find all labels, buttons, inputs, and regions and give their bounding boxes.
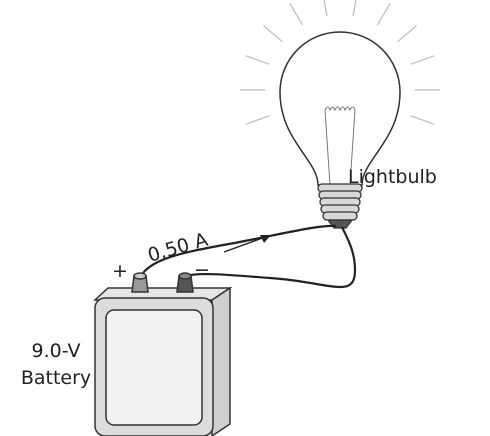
minus-label: − — [194, 259, 210, 281]
light-ray — [245, 115, 270, 125]
light-ray — [289, 3, 304, 26]
filament — [324, 106, 356, 186]
light-ray — [397, 25, 417, 43]
light-ray — [410, 55, 435, 65]
wire-negative — [185, 226, 357, 289]
battery-label: Battery — [21, 367, 91, 389]
light-ray — [245, 55, 270, 65]
light-ray — [263, 25, 283, 43]
light-rays — [240, 0, 440, 125]
light-ray — [410, 115, 435, 125]
bulb-glass — [279, 31, 401, 186]
wire-positive — [138, 224, 337, 279]
light-ray — [323, 0, 328, 17]
battery — [93, 272, 233, 436]
light-ray — [376, 3, 391, 26]
light-ray — [352, 0, 357, 17]
battery-voltage-label: 9.0-V — [32, 340, 81, 362]
lightbulb-label: Lightbulb — [348, 166, 437, 188]
arrow-head — [260, 235, 271, 243]
bulb-base — [317, 183, 363, 229]
plus-label: + — [112, 260, 128, 282]
current-arrow — [223, 235, 269, 253]
